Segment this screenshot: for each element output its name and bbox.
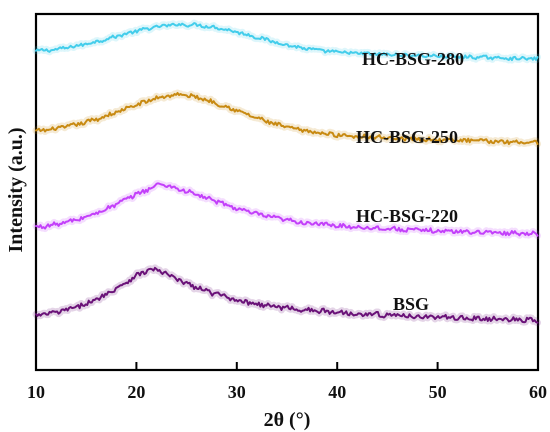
x-tick-label-60: 60 (529, 382, 547, 402)
plot-area (34, 12, 540, 372)
series-label-hc-bsg-250: HC-BSG-250 (356, 127, 458, 147)
ticks-group (35, 362, 539, 370)
series-halo-bsg (32, 264, 541, 327)
series-label-hc-bsg-280: HC-BSG-280 (362, 49, 464, 69)
x-tick-label-50: 50 (429, 382, 447, 402)
x-tick-label-40: 40 (328, 382, 346, 402)
series-label-bsg: BSG (393, 294, 429, 314)
series-halo-hc-bsg-220 (32, 179, 541, 240)
y-axis-label: Intensity (a.u.) (5, 127, 27, 252)
series-line-hc-bsg-220 (35, 182, 539, 237)
plot-frame (34, 12, 540, 372)
series-line-hc-bsg-250 (35, 91, 539, 145)
x-tick-label-10: 10 (27, 382, 45, 402)
series-line-bsg (35, 266, 539, 324)
series-halo-hc-bsg-250 (32, 89, 541, 148)
series-group (32, 19, 541, 327)
x-axis-label: 2θ (°) (264, 409, 311, 431)
labels-group: 10 20 30 40 50 60 (27, 382, 547, 402)
x-tick-label-20: 20 (127, 382, 145, 402)
series-line-hc-bsg-280 (35, 22, 539, 62)
series-label-hc-bsg-220: HC-BSG-220 (356, 206, 458, 226)
x-tick-label-30: 30 (228, 382, 246, 402)
